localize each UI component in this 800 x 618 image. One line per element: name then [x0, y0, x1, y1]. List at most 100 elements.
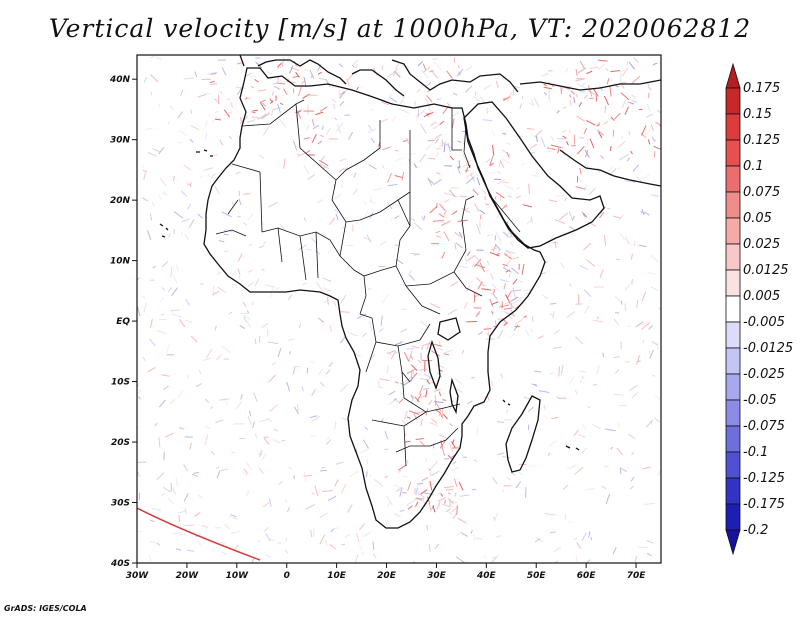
field-streak	[579, 379, 583, 384]
field-streak	[349, 470, 359, 477]
field-streak	[147, 151, 157, 157]
field-streak	[503, 260, 511, 268]
field-streak	[303, 165, 310, 175]
field-streak	[178, 318, 186, 328]
field-streak	[274, 287, 280, 291]
field-streak	[404, 432, 408, 438]
field-streak	[486, 158, 491, 163]
field-streak	[574, 467, 584, 475]
field-streak	[417, 359, 422, 364]
field-streak	[454, 378, 462, 385]
field-streak	[509, 315, 513, 320]
field-streak	[479, 209, 486, 214]
velocity-field	[137, 56, 661, 563]
field-streak	[491, 301, 499, 306]
field-streak	[319, 155, 326, 162]
field-streak	[466, 284, 471, 292]
field-streak	[413, 222, 423, 231]
field-streak	[233, 544, 239, 550]
field-streak	[560, 86, 563, 94]
field-streak	[354, 553, 359, 563]
field-streak	[449, 423, 453, 427]
field-streak	[347, 504, 353, 513]
field-streak	[426, 496, 431, 505]
field-streak	[502, 133, 507, 135]
field-streak	[152, 265, 156, 269]
field-streak	[512, 278, 518, 285]
field-streak	[319, 106, 328, 112]
field-streak	[318, 317, 325, 323]
field-streak	[649, 349, 655, 359]
field-streak	[466, 251, 471, 256]
field-streak	[428, 468, 432, 472]
field-streak	[370, 137, 375, 144]
field-streak	[235, 86, 247, 89]
field-streak	[447, 492, 451, 495]
field-streak	[560, 262, 565, 269]
field-streak	[610, 70, 621, 73]
field-streak	[400, 96, 406, 105]
field-streak	[567, 224, 573, 230]
field-streak	[583, 289, 592, 297]
field-streak	[263, 526, 269, 533]
field-streak	[325, 369, 331, 375]
field-streak	[331, 98, 337, 103]
mascarene-islands	[565, 445, 580, 451]
field-streak	[169, 105, 174, 110]
field-streak	[451, 210, 458, 216]
field-streak	[325, 78, 331, 87]
field-streak	[544, 513, 556, 516]
field-streak	[613, 393, 624, 396]
field-streak	[509, 235, 513, 238]
field-streak	[259, 101, 266, 111]
field-streak	[475, 310, 481, 317]
field-streak	[507, 291, 512, 299]
field-streak	[270, 538, 275, 542]
field-streak	[417, 487, 420, 496]
field-streak	[550, 144, 562, 149]
field-streak	[355, 449, 358, 453]
field-streak	[547, 70, 553, 72]
field-streak	[318, 163, 329, 170]
field-streak	[394, 149, 399, 152]
field-streak	[176, 390, 184, 400]
field-streak	[216, 470, 221, 479]
field-streak	[497, 329, 504, 340]
field-streak	[498, 239, 503, 245]
field-streak	[425, 389, 428, 398]
country-borders	[215, 99, 521, 467]
field-streak	[428, 503, 432, 512]
field-streak	[436, 501, 441, 509]
field-streak	[392, 67, 398, 76]
field-streak	[305, 248, 312, 251]
field-streak	[638, 244, 647, 248]
field-streak	[629, 485, 634, 490]
field-streak	[506, 409, 509, 414]
field-streak	[239, 325, 246, 330]
field-streak	[368, 164, 377, 170]
field-streak	[428, 544, 431, 552]
field-streak	[190, 125, 200, 131]
field-streak	[419, 378, 430, 381]
field-streak	[439, 439, 447, 449]
field-streak	[340, 383, 349, 392]
colorbar-segment	[725, 243, 741, 271]
field-streak	[432, 219, 444, 222]
field-streak	[310, 529, 313, 538]
field-streak	[406, 499, 416, 506]
lon-tick-label: 50E	[527, 571, 547, 581]
field-streak	[471, 262, 475, 268]
field-streak	[338, 168, 344, 173]
field-streak	[570, 90, 575, 95]
field-streak	[641, 208, 645, 215]
field-streak	[317, 487, 322, 496]
field-streak	[311, 492, 316, 495]
field-streak	[543, 84, 547, 87]
field-streak	[412, 225, 417, 229]
field-streak	[338, 63, 344, 68]
field-streak	[170, 309, 173, 313]
field-streak	[612, 546, 617, 555]
field-streak	[137, 277, 141, 281]
field-streak	[488, 377, 494, 386]
field-streak	[500, 373, 504, 379]
